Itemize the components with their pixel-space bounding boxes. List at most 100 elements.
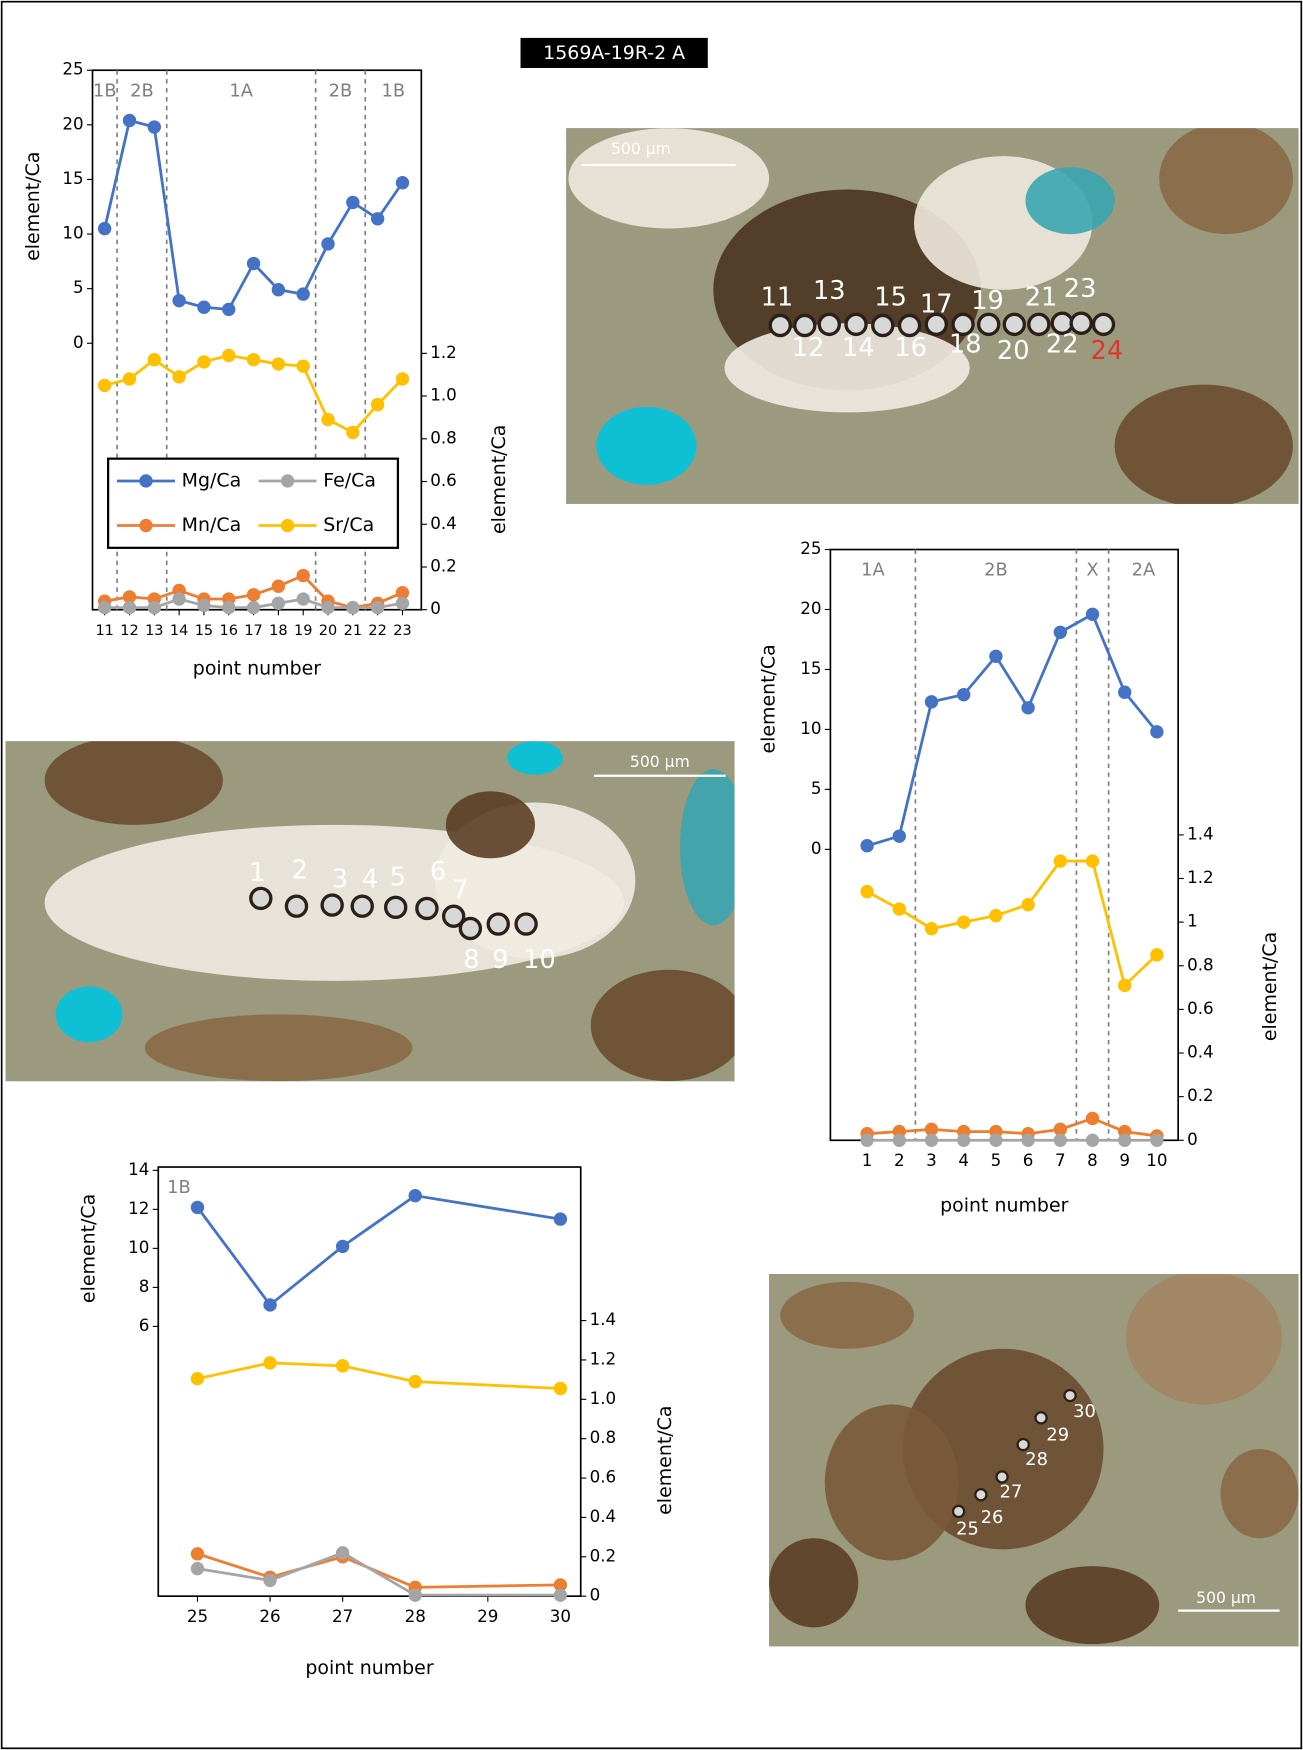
data-point [122, 372, 137, 386]
data-point [989, 1133, 1003, 1147]
y2-tick-label: 0.8 [430, 427, 457, 447]
analysis-spot [441, 904, 466, 928]
data-point [989, 908, 1003, 923]
y-tick-label: 15 [800, 658, 821, 678]
y2-tick-label: 1.4 [590, 1309, 617, 1329]
zone-label: 1B [167, 1177, 191, 1198]
point-label: 8 [463, 945, 479, 975]
y2-tick-label: 0.6 [590, 1467, 617, 1487]
analysis-spot [844, 312, 868, 337]
analysis-spot [793, 313, 817, 338]
point-label: 27 [1000, 1482, 1023, 1503]
data-point [172, 293, 186, 308]
legend-box [107, 457, 400, 549]
analysis-spot [924, 312, 948, 337]
x-tick-label: 6 [1023, 1150, 1034, 1170]
x-tick-label: 19 [294, 623, 312, 639]
point-label: 18 [949, 330, 982, 360]
data-point [197, 355, 211, 369]
x-tick-label: 10 [1146, 1150, 1167, 1170]
legend-marker [139, 474, 153, 488]
analysis-spot [350, 894, 374, 918]
x-tick-label: 21 [344, 623, 362, 639]
data-point [346, 195, 360, 210]
analysis-spot [415, 896, 439, 921]
y2-tick-label: 0.2 [590, 1545, 617, 1565]
x-axis-label: point number [193, 657, 321, 679]
data-point [296, 568, 310, 583]
y2-tick-label: 1.2 [430, 342, 457, 362]
analysis-spot [871, 313, 895, 338]
y-tick-label: 10 [62, 223, 83, 243]
y-tick-label: 5 [811, 778, 822, 798]
data-point [1021, 701, 1035, 715]
data-point [370, 212, 385, 226]
y2-axis-label: element/Ca [488, 425, 510, 534]
data-point [1118, 1133, 1132, 1147]
series-line [866, 859, 1158, 988]
y-tick-label: 6 [139, 1315, 150, 1335]
data-point [246, 588, 261, 602]
x-tick-label: 13 [145, 623, 163, 639]
point-label: 25 [956, 1518, 979, 1539]
x-tick-label: 12 [120, 623, 138, 639]
plot-frame [157, 1166, 582, 1598]
x-tick-label: 23 [393, 623, 411, 639]
point-label: 9 [492, 945, 508, 975]
point-label: 30 [1073, 1401, 1096, 1422]
analysis-spot [383, 895, 408, 920]
data-point [246, 353, 261, 367]
zone-label: 2B [130, 80, 154, 101]
scale-bar-label: 500 µm [630, 753, 690, 771]
data-point [957, 687, 971, 702]
zone-label: 1A [229, 80, 253, 101]
grain [55, 986, 123, 1043]
data-point [296, 592, 310, 606]
x-tick-label: 26 [259, 1606, 280, 1626]
grain [507, 741, 563, 775]
title-box [520, 37, 708, 69]
data-point [1053, 1133, 1067, 1147]
analysis-spot [514, 912, 538, 936]
y2-tick-label: 0.8 [1187, 954, 1214, 974]
analysis-spot [951, 1504, 966, 1519]
data-point [335, 1359, 350, 1373]
legend-label: Fe/Ca [323, 469, 376, 491]
zone-label: 2B [329, 80, 353, 101]
point-label: 14 [842, 333, 875, 363]
data-point [246, 256, 261, 271]
data-point [97, 600, 112, 615]
y-tick-label: 0 [811, 838, 822, 858]
analysis-spot [320, 893, 344, 917]
y-axis-label: element/Ca [78, 1194, 100, 1303]
figure-title: 1569A-19R-2 A [543, 42, 685, 64]
point-label: 22 [1046, 330, 1079, 360]
point-label: 23 [1064, 274, 1097, 304]
y2-tick-label: 1.0 [590, 1388, 617, 1408]
data-point [197, 598, 211, 613]
point-label: 11 [761, 283, 794, 313]
data-point [190, 1547, 205, 1561]
data-point [860, 884, 874, 899]
y2-tick-label: 0.4 [430, 513, 457, 533]
x-tick-label: 30 [550, 1606, 571, 1626]
data-point [370, 397, 385, 412]
x-tick-label: 3 [926, 1150, 937, 1170]
analysis-spot [768, 313, 792, 338]
y-tick-label: 12 [128, 1198, 149, 1218]
point-label: 6 [430, 857, 446, 887]
point-label: 13 [813, 276, 846, 306]
data-point [147, 600, 161, 615]
x-tick-label: 4 [958, 1150, 969, 1170]
data-point [1150, 948, 1164, 962]
legend-label: Mn/Ca [182, 514, 242, 536]
data-point [263, 1298, 277, 1312]
data-point [197, 300, 211, 314]
y2-tick-label: 0 [590, 1585, 601, 1605]
grain [590, 969, 735, 1082]
zone-label: 1A [861, 560, 885, 581]
data-point [989, 649, 1003, 663]
analysis-spot [486, 912, 510, 936]
grain [1220, 1449, 1299, 1539]
